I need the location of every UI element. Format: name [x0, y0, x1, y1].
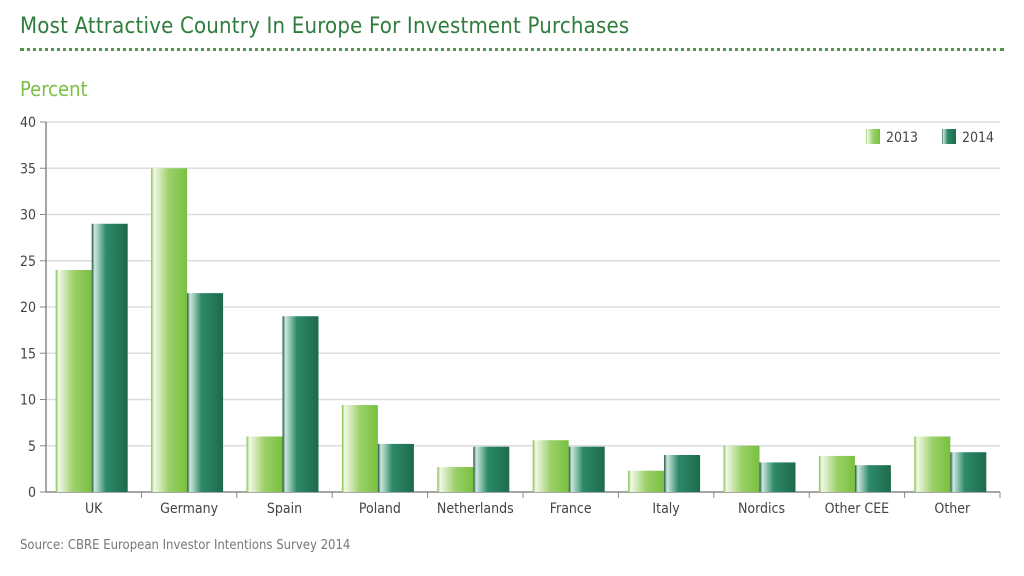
bar-2013-nordics	[723, 445, 760, 492]
bar-2013-other-cee	[818, 455, 855, 492]
y-tick-label: 35	[20, 161, 36, 177]
bar-2013-netherlands	[437, 467, 474, 492]
bar-2014-france	[568, 446, 605, 492]
bar-2014-netherlands	[473, 446, 510, 492]
x-tick-label: Nordics	[738, 501, 785, 517]
x-tick-label: Other	[934, 501, 971, 517]
legend-label-2013: 2013	[886, 130, 918, 146]
bar-2013-poland	[341, 405, 378, 492]
y-tick-label: 0	[28, 485, 36, 501]
legend-swatch-2014	[942, 129, 956, 144]
bar-2013-spain	[246, 436, 283, 492]
bar-2014-germany	[187, 293, 224, 492]
x-tick-label: Germany	[160, 501, 218, 517]
y-tick-label: 20	[20, 300, 36, 316]
y-tick-label: 25	[20, 254, 36, 270]
page-title: Most Attractive Country In Europe For In…	[20, 14, 630, 39]
y-tick-label: 40	[20, 115, 36, 131]
bar-2014-nordics	[759, 462, 796, 492]
x-tick-label: Netherlands	[437, 501, 514, 517]
y-tick-label: 30	[20, 208, 36, 224]
x-tick-label: France	[550, 501, 592, 517]
bar-2013-italy	[628, 470, 665, 492]
title-divider	[20, 48, 1004, 51]
y-axis-title: Percent	[20, 77, 88, 101]
x-tick-label: Other CEE	[825, 501, 890, 517]
bar-2013-france	[532, 440, 569, 492]
bar-2014-spain	[282, 316, 319, 492]
bar-2014-other-cee	[854, 465, 891, 492]
bar-2014-poland	[377, 443, 414, 492]
legend-label-2014: 2014	[962, 130, 994, 146]
y-tick-label: 10	[20, 393, 36, 409]
source-note: Source: CBRE European Investor Intention…	[20, 538, 351, 553]
bar-2014-other	[950, 452, 987, 492]
x-tick-label: Spain	[267, 501, 302, 517]
y-tick-label: 15	[20, 346, 36, 362]
x-tick-label: Italy	[652, 501, 680, 517]
bar-2014-italy	[664, 455, 701, 492]
legend-swatch-2013	[866, 129, 880, 144]
bar-2014-uk	[91, 223, 128, 492]
x-tick-label: UK	[85, 501, 103, 517]
y-tick-label: 5	[28, 439, 36, 455]
bar-2013-uk	[55, 270, 92, 492]
bar-2013-other	[914, 436, 951, 492]
bar-2013-germany	[151, 168, 188, 492]
x-tick-label: Poland	[359, 501, 401, 517]
